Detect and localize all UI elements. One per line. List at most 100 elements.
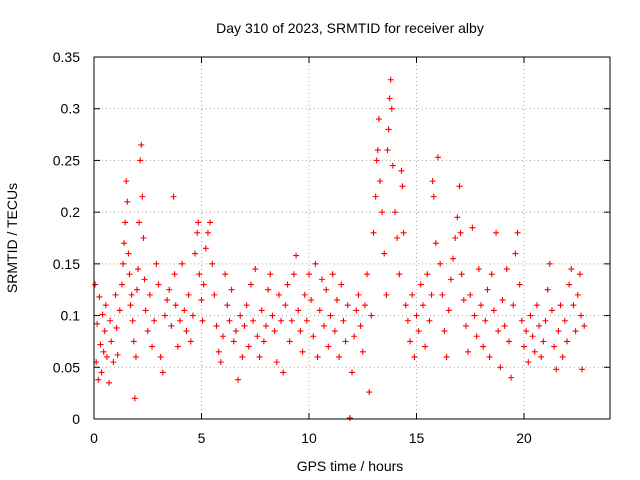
data-point xyxy=(467,291,474,298)
data-point xyxy=(518,317,525,324)
data-point xyxy=(465,348,472,355)
data-point xyxy=(570,302,577,309)
data-point xyxy=(101,328,108,335)
data-point xyxy=(92,281,99,288)
data-point xyxy=(232,328,239,335)
data-point xyxy=(138,141,145,148)
data-point xyxy=(482,317,489,324)
data-point xyxy=(118,281,125,288)
data-point xyxy=(125,250,132,257)
data-point xyxy=(568,266,575,273)
grid-lines xyxy=(94,57,610,419)
data-point xyxy=(297,328,304,335)
data-point xyxy=(437,260,444,267)
data-point xyxy=(579,366,586,373)
data-point xyxy=(170,193,177,200)
y-tick-label: 0.15 xyxy=(53,256,80,272)
data-point xyxy=(267,271,274,278)
data-point xyxy=(342,338,349,345)
data-point xyxy=(130,338,137,345)
data-point xyxy=(546,260,553,267)
y-tick-label: 0.35 xyxy=(53,49,80,65)
data-point xyxy=(327,312,334,319)
data-point xyxy=(457,229,464,236)
data-point xyxy=(501,322,508,329)
data-point xyxy=(497,364,504,371)
data-point xyxy=(385,126,392,133)
data-point xyxy=(323,286,330,293)
data-point xyxy=(140,235,147,241)
x-tick-label: 0 xyxy=(90,430,98,446)
data-point xyxy=(124,198,131,205)
data-point xyxy=(157,353,164,360)
data-point xyxy=(548,307,555,314)
data-point xyxy=(399,183,406,190)
data-point xyxy=(527,312,534,319)
data-point xyxy=(536,322,543,329)
data-point xyxy=(235,376,242,383)
data-point xyxy=(447,276,454,283)
data-point xyxy=(146,291,153,298)
data-point xyxy=(95,376,102,383)
data-point xyxy=(106,379,113,386)
data-point xyxy=(131,395,138,402)
data-point xyxy=(110,359,117,366)
data-point xyxy=(400,229,407,236)
data-point xyxy=(194,229,201,236)
data-point xyxy=(359,348,366,355)
data-point xyxy=(181,307,188,314)
data-point xyxy=(572,328,579,335)
data-point xyxy=(282,302,289,309)
data-point xyxy=(355,291,362,298)
data-point xyxy=(462,322,469,329)
data-point xyxy=(398,167,405,174)
data-point xyxy=(559,353,566,360)
data-point xyxy=(132,353,139,360)
data-point xyxy=(224,302,231,309)
data-point xyxy=(542,317,549,324)
y-axis-label: SRMTID / TECUs xyxy=(4,183,20,293)
data-point xyxy=(503,266,510,273)
data-point xyxy=(422,343,429,350)
data-point xyxy=(94,320,101,327)
data-point xyxy=(445,307,452,314)
data-point xyxy=(228,286,235,293)
data-point xyxy=(329,271,336,278)
data-point xyxy=(204,229,211,236)
data-point xyxy=(361,302,368,309)
data-point xyxy=(357,322,364,329)
data-point xyxy=(430,193,437,200)
data-point xyxy=(452,235,459,241)
data-point xyxy=(557,302,564,309)
data-point xyxy=(404,317,411,324)
data-point xyxy=(254,333,261,340)
data-point xyxy=(295,307,302,314)
y-tick-labels: 0 0.05 0.1 0.15 0.2 0.25 0.3 0.35 xyxy=(53,49,80,427)
data-point xyxy=(428,291,435,298)
data-point xyxy=(211,291,218,298)
data-point xyxy=(331,328,338,335)
data-point xyxy=(394,235,401,241)
y-tick-label: 0.1 xyxy=(61,308,81,324)
y-tick-label: 0.2 xyxy=(61,204,81,220)
data-point xyxy=(220,333,226,340)
data-point xyxy=(237,312,244,319)
data-point xyxy=(310,333,317,340)
data-point xyxy=(375,116,382,123)
data-point xyxy=(419,302,426,309)
data-point xyxy=(286,338,293,345)
data-point xyxy=(207,219,214,226)
data-point xyxy=(480,343,487,350)
data-point xyxy=(271,328,278,335)
data-point xyxy=(189,312,196,319)
data-point xyxy=(443,353,450,360)
y-tick-label: 0.3 xyxy=(61,101,81,117)
data-point xyxy=(260,338,267,345)
data-point xyxy=(490,307,497,314)
x-tick-label: 5 xyxy=(198,430,206,446)
data-point xyxy=(213,322,220,329)
data-point xyxy=(215,348,222,355)
data-point xyxy=(252,266,259,273)
data-point xyxy=(113,324,120,331)
